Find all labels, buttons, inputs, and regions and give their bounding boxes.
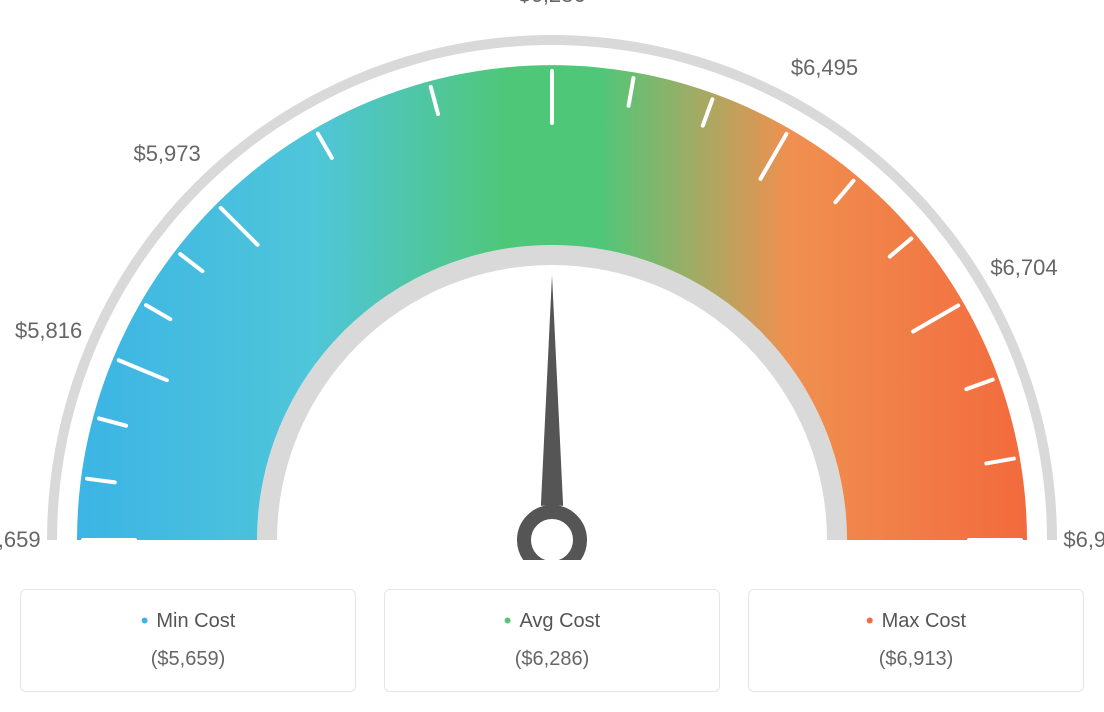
legend-value-min: ($5,659)	[41, 648, 335, 671]
legend-title-max: Max Cost	[769, 608, 1063, 634]
cost-gauge-chart: $5,659$5,816$5,973$6,286$6,495$6,704$6,9…	[20, 20, 1084, 565]
legend-card-max: Max Cost ($6,913)	[748, 589, 1084, 692]
legend-row: Min Cost ($5,659) Avg Cost ($6,286) Max …	[20, 589, 1084, 692]
gauge-tick-label: $5,659	[0, 527, 41, 553]
gauge-tick-label: $6,704	[990, 255, 1057, 281]
legend-card-min: Min Cost ($5,659)	[20, 589, 356, 692]
legend-title-avg: Avg Cost	[405, 608, 699, 634]
gauge-tick-label: $6,286	[518, 0, 585, 8]
legend-title-min: Min Cost	[41, 608, 335, 634]
legend-value-max: ($6,913)	[769, 648, 1063, 671]
legend-value-avg: ($6,286)	[405, 648, 699, 671]
gauge-svg	[20, 20, 1084, 560]
gauge-tick-label: $5,973	[133, 141, 200, 167]
gauge-tick-label: $6,913	[1063, 527, 1104, 553]
gauge-tick-label: $5,816	[15, 318, 82, 344]
legend-card-avg: Avg Cost ($6,286)	[384, 589, 720, 692]
gauge-tick-label: $6,495	[791, 55, 858, 81]
